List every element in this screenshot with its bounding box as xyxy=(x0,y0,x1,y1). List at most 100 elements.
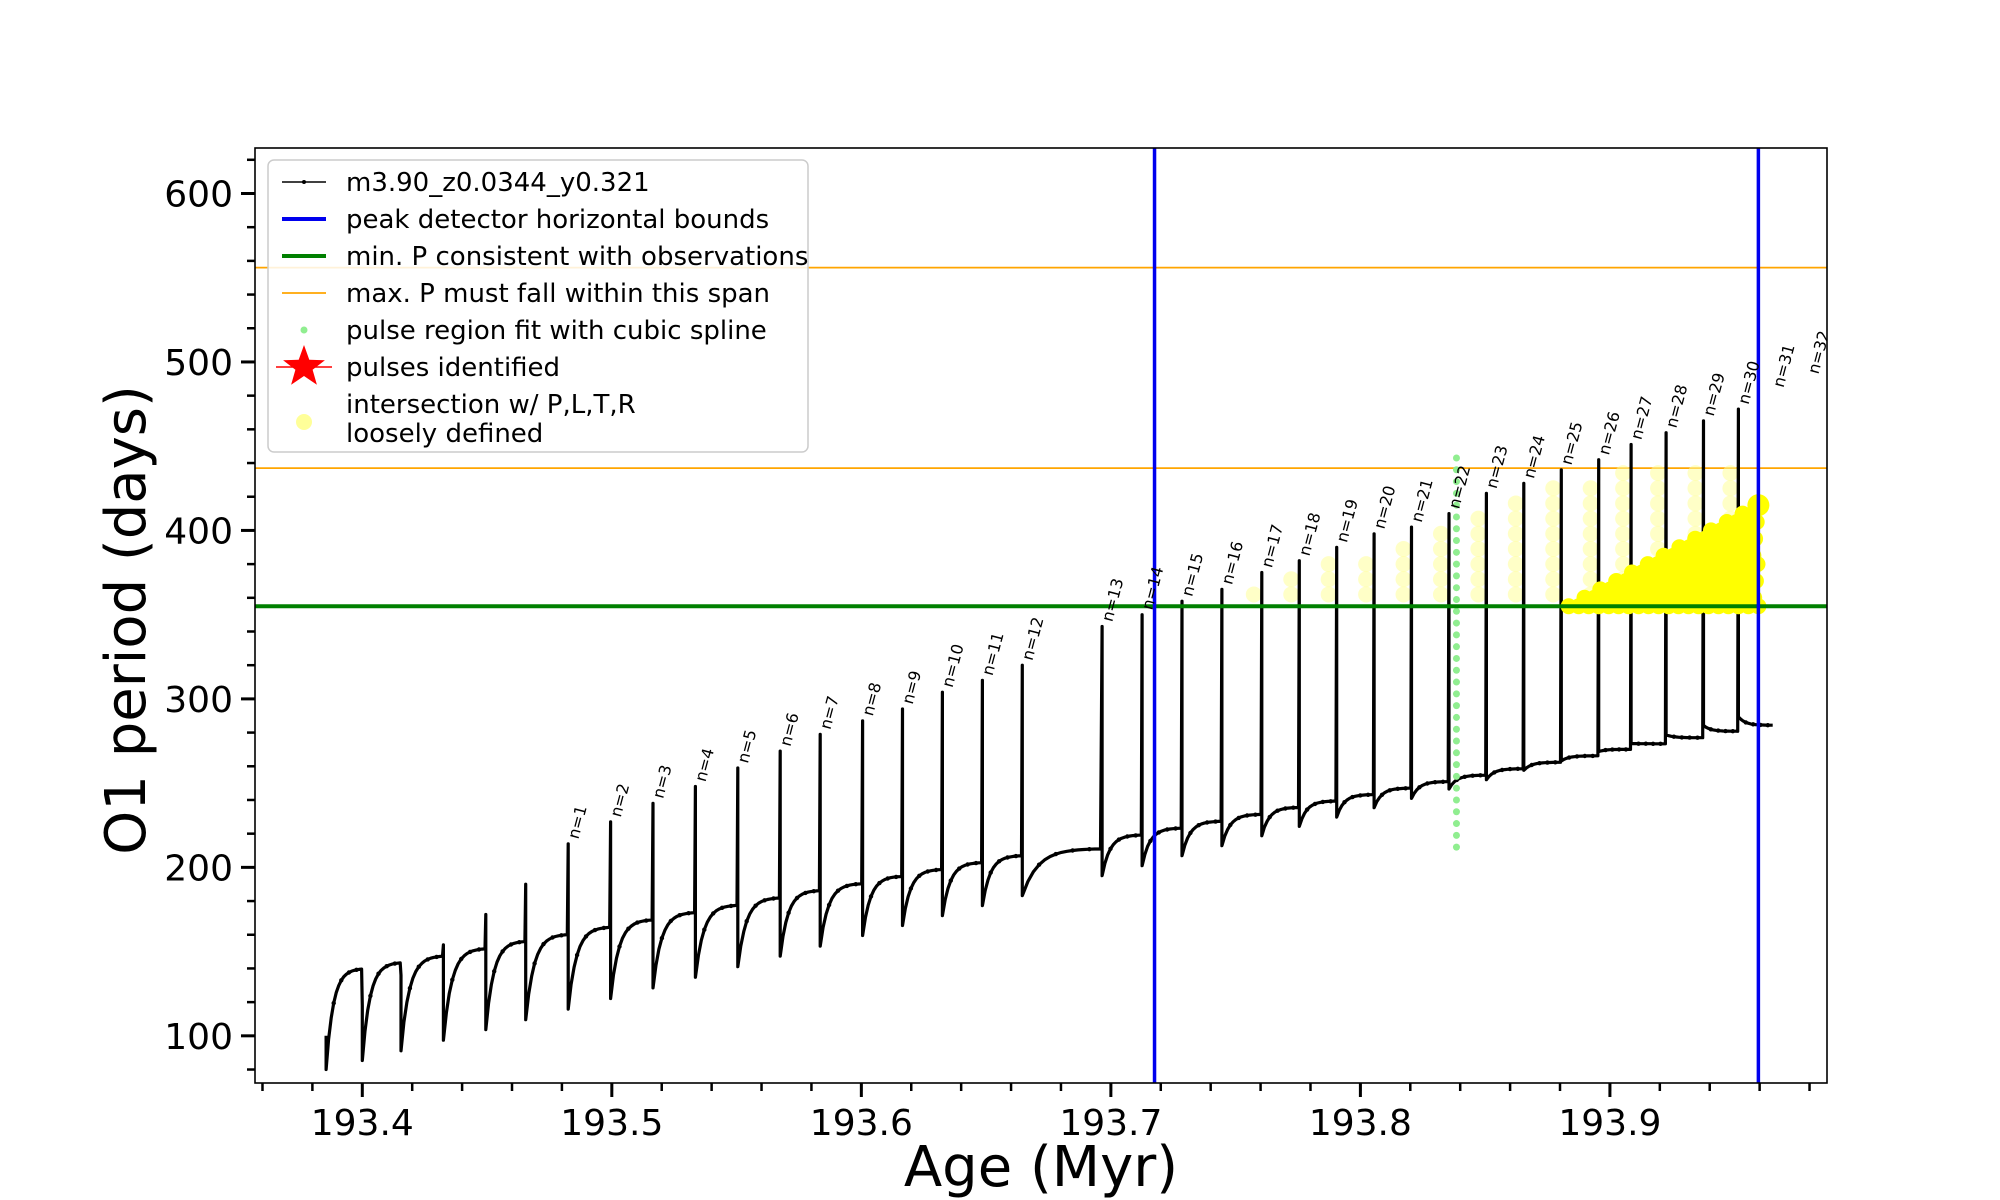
track-point xyxy=(1574,754,1580,759)
track-point xyxy=(677,913,682,918)
spline-point xyxy=(1452,607,1460,615)
loose-marker xyxy=(1470,586,1487,603)
track-point xyxy=(1566,755,1572,760)
loose-marker xyxy=(1507,556,1524,573)
spline-point xyxy=(1452,737,1460,745)
pulse-label-n=28: n=28 xyxy=(1662,382,1692,429)
loose-marker xyxy=(1470,540,1487,557)
track-point xyxy=(492,969,497,974)
spline-point xyxy=(1452,820,1460,828)
loose-marker xyxy=(1358,556,1375,573)
loose-marker xyxy=(1582,480,1599,497)
spline-point xyxy=(1452,631,1460,639)
track-point xyxy=(1053,851,1059,857)
track-point xyxy=(1545,760,1550,765)
track-point xyxy=(719,905,725,910)
pulse-label-n=7: n=7 xyxy=(816,694,843,732)
track-point xyxy=(1365,792,1371,797)
legend-label-line: peak detector horizontal bounds xyxy=(346,205,769,235)
track-point xyxy=(1695,735,1700,740)
track-point xyxy=(1432,780,1438,785)
pulse-label-n=9: n=9 xyxy=(898,669,925,707)
loose-marker xyxy=(1687,495,1704,512)
track-point xyxy=(988,870,993,875)
spline-point xyxy=(1452,537,1460,545)
track-point xyxy=(1610,747,1615,752)
track-point xyxy=(1616,747,1622,752)
track-point xyxy=(753,903,758,908)
track-point xyxy=(434,954,439,960)
spline-point xyxy=(1452,702,1460,710)
legend-handle-dot xyxy=(300,326,308,334)
track-point xyxy=(1708,727,1714,732)
legend-label-line: pulse region fit with cubic spline xyxy=(346,316,767,346)
track-point xyxy=(762,898,767,903)
track-point xyxy=(1244,813,1250,818)
legend-label: peak detector horizontal bounds xyxy=(346,205,769,235)
track-point xyxy=(744,919,749,924)
track-point xyxy=(1730,729,1736,734)
loose-marker xyxy=(1395,540,1412,557)
spline-point xyxy=(1452,513,1460,521)
track-point xyxy=(877,880,882,886)
pulse-label-n=12: n=12 xyxy=(1018,615,1048,662)
track-point xyxy=(908,886,914,891)
pulse-label-n=34: n=34 xyxy=(1854,291,1884,338)
spline-point xyxy=(1452,725,1460,733)
spline-point xyxy=(1452,489,1460,497)
spline-point xyxy=(1452,831,1460,839)
loose-marker xyxy=(1687,480,1704,497)
track-point xyxy=(635,920,640,925)
track-point xyxy=(1283,806,1288,811)
track-point xyxy=(559,933,564,938)
track-point xyxy=(508,942,514,947)
spline-point xyxy=(1452,749,1460,757)
track-point xyxy=(811,889,816,894)
plot-frame xyxy=(254,147,1828,1084)
track-point xyxy=(1133,833,1138,838)
legend-label-line: pulses identified xyxy=(346,353,560,383)
spline-point xyxy=(1452,595,1460,603)
x-tick-label: 193.4 xyxy=(311,1103,414,1144)
pulse-label-n=32: n=32 xyxy=(1804,329,1834,376)
track-point xyxy=(659,935,665,941)
track-point xyxy=(835,888,841,893)
loose-marker xyxy=(1615,540,1632,557)
loose-marker xyxy=(1245,586,1262,603)
track-point xyxy=(786,910,791,915)
loose-marker xyxy=(1283,586,1300,603)
loose-marker xyxy=(1650,525,1667,542)
spline-point xyxy=(1452,584,1460,592)
track-point xyxy=(407,986,413,991)
x-axis-title: Age (Myr) xyxy=(904,1135,1178,1200)
pulse-label-n=4: n=4 xyxy=(691,746,718,784)
loose-marker xyxy=(1650,465,1667,482)
track-point xyxy=(354,967,359,972)
legend-label-line: intersection w/ P,L,T,R xyxy=(346,390,636,420)
track-point xyxy=(1590,753,1595,759)
pulse-label-n=15: n=15 xyxy=(1178,551,1208,598)
track-point xyxy=(1499,767,1505,773)
spline-point xyxy=(1452,654,1460,662)
track-point xyxy=(1188,830,1193,836)
track-point xyxy=(1603,747,1608,753)
track-point xyxy=(925,869,930,874)
pulse-label-n=10: n=10 xyxy=(938,642,968,689)
track-point xyxy=(948,878,953,883)
loose-marker xyxy=(1615,480,1632,497)
track-point xyxy=(1478,773,1483,778)
legend-handle-circle xyxy=(296,414,312,430)
pulse-label-n=21: n=21 xyxy=(1407,477,1437,524)
legend-label: intersection w/ P,L,T,R loosely defined xyxy=(346,390,636,449)
spline-point xyxy=(1452,690,1460,698)
track-point xyxy=(1036,862,1042,867)
loose-marker xyxy=(1432,586,1449,603)
track-point xyxy=(1304,807,1310,812)
spline-point xyxy=(1452,525,1460,533)
track-point xyxy=(384,964,389,969)
track-point xyxy=(1350,794,1355,800)
track-point xyxy=(339,978,344,983)
pulse-label-n=37: n=37 xyxy=(1914,244,1944,291)
track-point xyxy=(416,964,421,969)
track-point xyxy=(853,882,858,887)
